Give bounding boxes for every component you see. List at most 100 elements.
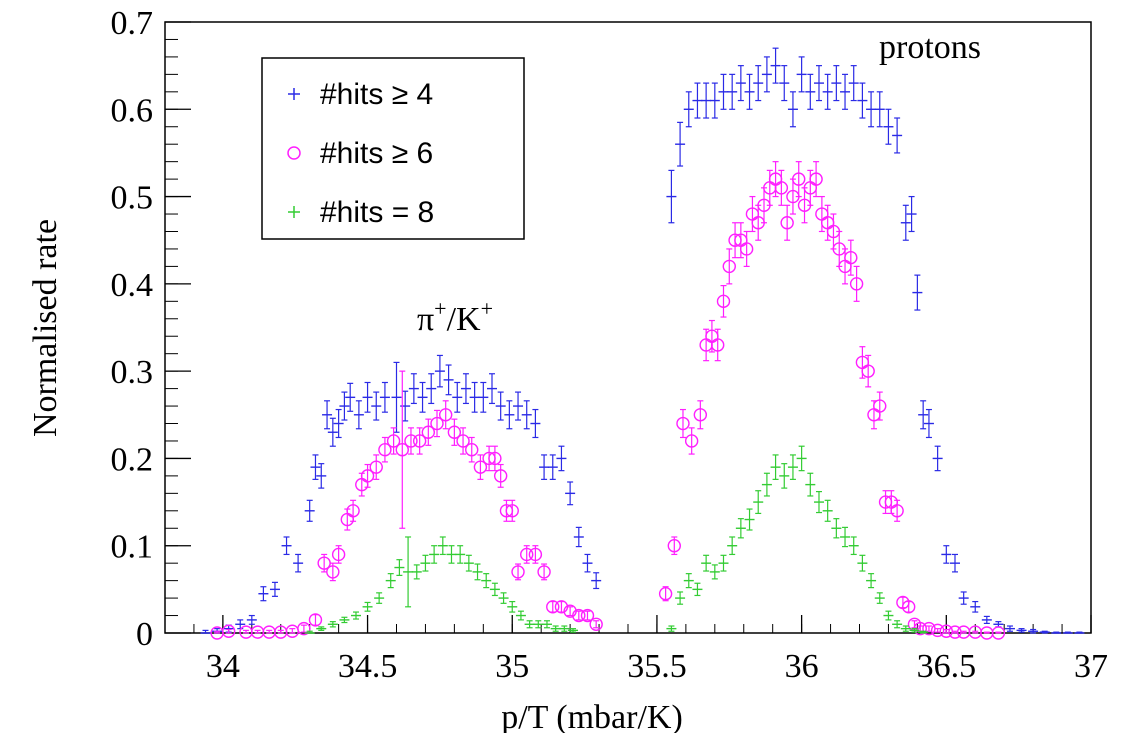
data-point xyxy=(573,526,584,548)
data-point xyxy=(1004,625,1015,632)
data-point xyxy=(465,436,479,463)
data-point xyxy=(770,454,781,480)
legend: #hits ≥ 4 #hits ≥ 6 #hits = 8 xyxy=(261,57,525,240)
x-tick-label: 35.5 xyxy=(627,648,687,685)
data-point xyxy=(779,463,790,489)
y-axis-title: Normalised rate xyxy=(27,219,64,437)
data-point xyxy=(528,545,543,564)
data-point xyxy=(582,553,593,573)
data-point xyxy=(539,454,550,480)
data-point xyxy=(408,373,419,405)
data-point xyxy=(304,630,315,634)
data-point xyxy=(918,400,929,430)
data-point xyxy=(378,436,392,463)
data-point xyxy=(438,400,453,430)
data-point xyxy=(805,472,816,497)
data-point xyxy=(900,625,911,632)
data-point xyxy=(797,187,812,224)
data-point xyxy=(395,370,409,529)
data-point xyxy=(770,47,781,84)
series-1 xyxy=(200,47,1085,634)
data-point xyxy=(258,586,269,602)
data-point xyxy=(429,545,440,564)
data-point xyxy=(956,625,971,639)
data-point xyxy=(848,65,859,102)
y-tick-label: 0.5 xyxy=(111,180,154,217)
data-point xyxy=(873,391,887,421)
data-point xyxy=(317,553,331,573)
data-point xyxy=(304,499,315,522)
data-point xyxy=(1074,631,1085,634)
data-point xyxy=(692,82,703,119)
data-point xyxy=(735,518,746,539)
data-point xyxy=(550,625,561,632)
data-point xyxy=(430,409,444,438)
y-tick-label: 0.4 xyxy=(111,267,154,304)
data-point xyxy=(362,601,373,612)
data-point xyxy=(326,562,340,582)
data-point xyxy=(339,616,350,624)
data-point xyxy=(813,490,824,514)
data-point xyxy=(892,117,903,154)
data-point xyxy=(840,526,851,548)
data-point xyxy=(520,545,534,564)
data-point xyxy=(918,630,929,634)
data-point xyxy=(452,381,463,413)
data-point xyxy=(310,454,321,480)
data-point xyxy=(683,91,694,128)
data-point xyxy=(369,454,383,480)
data-point xyxy=(362,381,373,413)
y-tick-label: 0 xyxy=(136,616,153,653)
data-point xyxy=(568,628,579,633)
legend-label-hits-ge-6: #hits ≥ 6 xyxy=(320,137,433,170)
data-point xyxy=(293,553,304,573)
data-point xyxy=(353,400,364,430)
data-point xyxy=(822,499,833,522)
data-point xyxy=(761,56,772,93)
data-point xyxy=(346,499,360,522)
legend-box xyxy=(261,57,525,240)
data-point xyxy=(481,573,492,589)
data-point xyxy=(711,328,725,362)
data-point xyxy=(831,65,842,102)
data-point xyxy=(805,73,816,110)
data-point xyxy=(1016,628,1027,633)
data-point xyxy=(676,408,690,439)
data-point xyxy=(722,248,736,285)
data-point xyxy=(684,427,699,455)
data-point xyxy=(774,169,789,206)
x-tick-label: 36.5 xyxy=(917,648,977,685)
data-point xyxy=(221,624,236,638)
x-axis-title: p/T (mbar/K) xyxy=(501,699,683,733)
data-point xyxy=(761,472,772,497)
data-point xyxy=(909,628,920,633)
data-point xyxy=(930,623,945,638)
data-point xyxy=(339,391,350,421)
y-tick-label: 0.1 xyxy=(111,529,154,566)
data-point xyxy=(892,620,903,629)
data-point xyxy=(857,82,868,119)
data-point xyxy=(709,564,720,580)
data-point xyxy=(701,554,712,572)
annotation-protons: protons xyxy=(879,29,981,66)
series-3 xyxy=(304,445,929,634)
data-point xyxy=(530,408,541,439)
data-point xyxy=(822,73,833,110)
data-point xyxy=(404,427,418,455)
data-point xyxy=(675,591,686,605)
data-point xyxy=(874,592,885,604)
data-point xyxy=(1028,628,1039,634)
data-point xyxy=(883,610,894,621)
data-point xyxy=(556,445,567,472)
data-point xyxy=(958,591,969,605)
data-point xyxy=(269,581,280,597)
data-point xyxy=(327,621,338,628)
data-point xyxy=(1039,630,1050,634)
data-point xyxy=(297,621,311,636)
data-point xyxy=(563,604,577,618)
data-point xyxy=(591,572,602,590)
data-point xyxy=(768,161,783,198)
data-point xyxy=(559,625,570,632)
data-point xyxy=(701,82,712,119)
